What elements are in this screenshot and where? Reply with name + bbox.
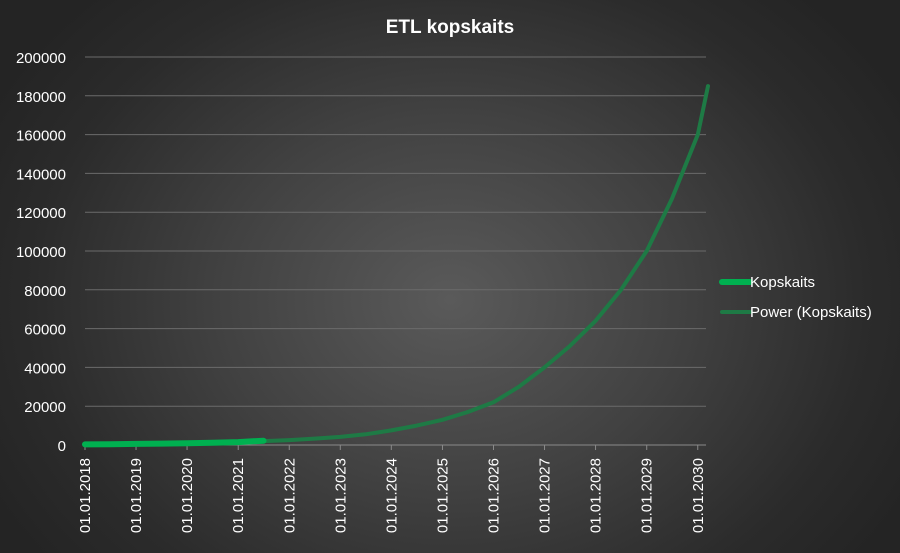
- x-tick-label: 01.01.2021: [230, 458, 247, 533]
- y-tick-label: 120000: [16, 205, 66, 222]
- y-tick-label: 20000: [24, 399, 66, 416]
- y-tick-label: 60000: [24, 322, 66, 339]
- series-line-kopskaits: [82, 437, 267, 448]
- y-tick-label: 180000: [16, 89, 66, 106]
- x-tick-label: 01.01.2022: [281, 458, 298, 533]
- legend-label: Power (Kopskaits): [750, 304, 872, 321]
- x-tick-label: 01.01.2029: [639, 458, 656, 533]
- x-tick-label: 01.01.2024: [383, 458, 400, 533]
- x-tick-label: 01.01.2020: [179, 458, 196, 533]
- y-tick-label: 200000: [16, 50, 66, 67]
- x-tick-label: 01.01.2018: [77, 458, 94, 533]
- x-tick-label: 01.01.2028: [588, 458, 605, 533]
- x-tick-label: 01.01.2023: [332, 458, 349, 533]
- y-tick-label: 140000: [16, 166, 66, 183]
- y-tick-label: 160000: [16, 128, 66, 145]
- series-lines: [82, 84, 710, 448]
- x-axis: 01.01.2018 01.01.2019 01.01.2020 01.01.2021…: [77, 444, 707, 533]
- x-tick-label: 01.01.2025: [434, 458, 451, 533]
- series-line-power-trend: [261, 84, 710, 444]
- grid-lines: [85, 56, 706, 407]
- y-tick-label: 80000: [24, 283, 66, 300]
- x-tick-label: 01.01.2019: [128, 458, 145, 533]
- y-axis: 0 20000 40000 60000 80000 100000 120000 140000 1…: [16, 50, 66, 455]
- legend: Kopskaits Power (Kopskaits): [719, 274, 872, 321]
- chart-title: ETL kopskaits: [386, 17, 514, 38]
- y-tick-label: 0: [58, 438, 66, 455]
- x-tick-label: 01.01.2026: [486, 458, 503, 533]
- x-tick-label: 01.01.2027: [537, 458, 554, 533]
- x-tick-label: 01.01.2030: [690, 458, 707, 533]
- legend-label: Kopskaits: [750, 274, 815, 291]
- y-tick-label: 100000: [16, 244, 66, 261]
- y-tick-label: 40000: [24, 360, 66, 377]
